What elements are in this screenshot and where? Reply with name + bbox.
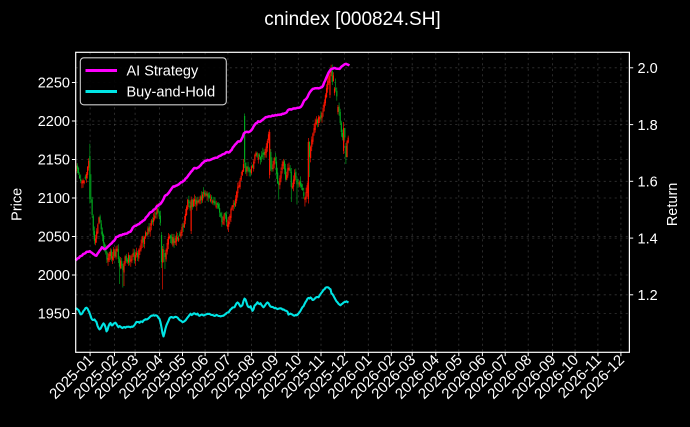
- svg-text:1.4: 1.4: [638, 231, 658, 247]
- svg-text:2050: 2050: [38, 230, 70, 246]
- svg-text:2000: 2000: [38, 268, 70, 284]
- svg-text:2100: 2100: [38, 191, 70, 207]
- svg-text:1.8: 1.8: [638, 118, 658, 134]
- svg-text:AI Strategy: AI Strategy: [127, 63, 199, 79]
- svg-text:2150: 2150: [38, 153, 70, 169]
- svg-text:Buy-and-Hold: Buy-and-Hold: [127, 84, 216, 100]
- svg-text:1.2: 1.2: [638, 288, 658, 304]
- svg-text:1.6: 1.6: [638, 175, 658, 191]
- svg-text:2250: 2250: [38, 76, 70, 92]
- svg-text:cnindex [000824.SH]: cnindex [000824.SH]: [264, 9, 440, 30]
- svg-text:1950: 1950: [38, 307, 70, 323]
- svg-text:Price: Price: [10, 188, 26, 221]
- svg-text:Return: Return: [665, 183, 681, 227]
- svg-text:2200: 2200: [38, 114, 70, 130]
- svg-text:2.0: 2.0: [638, 61, 658, 77]
